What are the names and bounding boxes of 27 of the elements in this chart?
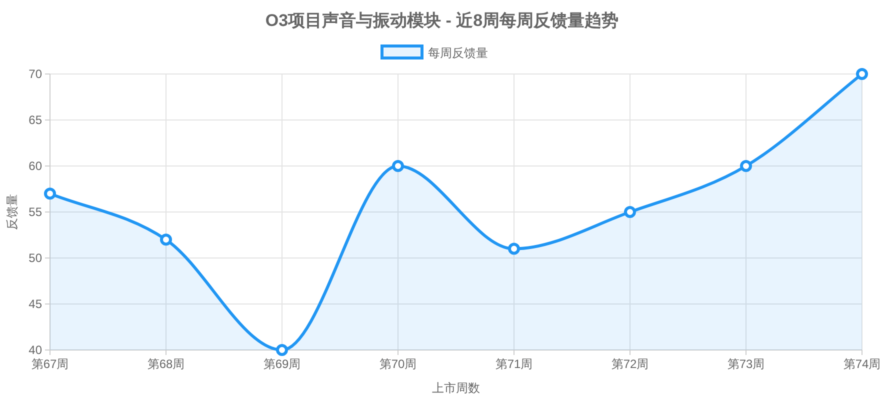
y-tick-label: 60 [28, 159, 42, 173]
x-tick-label: 第73周 [727, 357, 765, 371]
x-tick-label: 第67周 [31, 357, 69, 371]
y-axis-title: 反馈量 [5, 194, 19, 230]
point [508, 242, 520, 255]
point [160, 234, 172, 246]
chart-title: O3项目声音与振动模块 - 近8周每周反馈量趋势 [265, 11, 619, 30]
x-tick-label: 第71周 [495, 357, 533, 371]
x-axis-title: 上市周数 [432, 381, 480, 395]
point [276, 344, 288, 356]
x-tick-label: 第70周 [379, 357, 417, 371]
point [392, 160, 404, 172]
y-tick-label: 70 [28, 67, 42, 81]
point [44, 188, 56, 200]
x-tick-label: 第68周 [147, 357, 185, 371]
x-tick-label: 第74周 [843, 357, 881, 371]
y-tick-label: 55 [28, 205, 42, 219]
y-tick-label: 65 [28, 113, 42, 127]
x-tick-label: 第69周 [263, 357, 301, 371]
y-tick-label: 50 [28, 251, 42, 265]
y-tick-label: 40 [28, 343, 42, 357]
point [856, 68, 868, 80]
point [624, 206, 636, 218]
y-tick-label: 45 [28, 297, 42, 311]
x-tick-label: 第72周 [611, 357, 649, 371]
point [740, 160, 752, 172]
legend-label: 每周反馈量 [428, 46, 488, 60]
